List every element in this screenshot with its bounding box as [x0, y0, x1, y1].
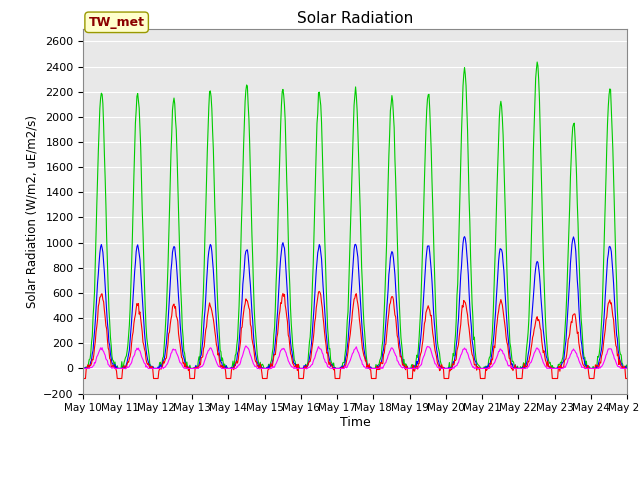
- X-axis label: Time: Time: [340, 416, 371, 429]
- RNet: [623, 376, 631, 382]
- Pyranom: [89, 348, 97, 354]
- PAR_OUT: [438, 366, 445, 372]
- Pyranom: [145, 362, 153, 368]
- PAR_IN: [623, 366, 631, 372]
- PAR_OUT: [422, 347, 430, 353]
- Text: TW_met: TW_met: [88, 16, 145, 29]
- PAR_IN: [437, 361, 445, 367]
- RNet: [229, 365, 237, 371]
- Pyranom: [229, 365, 237, 371]
- PAR_IN: [229, 358, 237, 364]
- RNet: [145, 363, 153, 369]
- Pyranom: [437, 363, 445, 369]
- PAR_OUT: [145, 366, 153, 372]
- PAR_OUT: [200, 359, 208, 365]
- PAR_IN: [145, 352, 153, 358]
- PAR_OUT: [242, 343, 250, 349]
- PAR_OUT: [229, 366, 237, 372]
- PAR_OUT: [79, 366, 87, 372]
- Pyranom: [461, 234, 468, 240]
- RNet: [89, 357, 97, 363]
- Line: PAR_OUT: PAR_OUT: [83, 346, 627, 369]
- RNet: [316, 288, 323, 294]
- Pyranom: [623, 366, 631, 372]
- Pyranom: [200, 315, 208, 321]
- Line: RNet: RNet: [83, 291, 627, 379]
- Pyranom: [79, 366, 87, 372]
- PAR_OUT: [623, 366, 631, 372]
- Line: Pyranom: Pyranom: [83, 237, 627, 369]
- Line: PAR_IN: PAR_IN: [83, 62, 627, 369]
- Y-axis label: Solar Radiation (W/m2, uE/m2/s): Solar Radiation (W/m2, uE/m2/s): [26, 115, 39, 308]
- PAR_OUT: [89, 363, 97, 369]
- RNet: [422, 310, 430, 315]
- PAR_IN: [200, 261, 208, 266]
- PAR_IN: [421, 151, 429, 157]
- Title: Solar Radiation: Solar Radiation: [297, 11, 413, 26]
- PAR_IN: [89, 314, 97, 320]
- RNet: [438, 362, 445, 368]
- PAR_IN: [533, 59, 541, 65]
- PAR_IN: [79, 366, 87, 372]
- RNet: [79, 376, 87, 382]
- Pyranom: [421, 267, 429, 273]
- RNet: [200, 343, 208, 349]
